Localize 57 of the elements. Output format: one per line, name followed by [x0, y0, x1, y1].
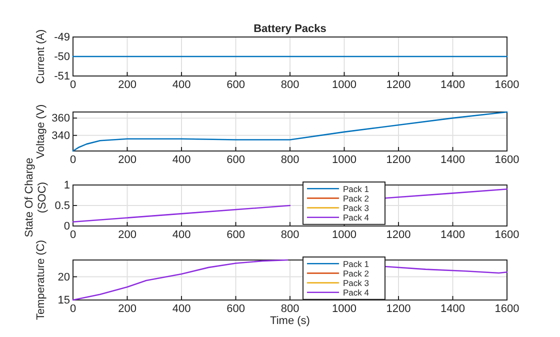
- y-axis-title: Voltage (V): [35, 104, 47, 159]
- x-tick-label: 1000: [332, 154, 356, 166]
- y-tick-label: 1: [64, 180, 70, 192]
- y-axis-title: Temperature (C): [35, 240, 47, 320]
- chart-title: Battery Packs: [254, 23, 326, 35]
- x-tick-label: 1200: [386, 228, 411, 241]
- y-tick-label: -49: [54, 32, 70, 44]
- x-tick-label: 800: [280, 228, 300, 241]
- x-axis-title: Time (s): [270, 315, 310, 327]
- x-tick-label: 1000: [332, 228, 356, 241]
- y-axis-title: State Of Charge (SOC): [23, 158, 48, 238]
- line-series: [72, 111, 508, 152]
- y-tick-label: 360: [52, 112, 70, 125]
- x-tick-label: 1400: [440, 228, 465, 241]
- x-tick-label: 600: [226, 228, 245, 241]
- x-tick-label: 1600: [494, 302, 520, 315]
- x-tick-label: 400: [172, 302, 191, 315]
- x-tick-label: 1400: [440, 154, 465, 166]
- x-tick-label: 400: [172, 78, 191, 91]
- legend-label: Pack 3: [343, 278, 370, 288]
- x-tick-label: 1600: [494, 154, 520, 166]
- x-tick-label: 200: [118, 78, 136, 91]
- y-tick-label: -50: [54, 51, 70, 64]
- x-tick-label: 1400: [440, 78, 465, 91]
- x-tick-label: 800: [280, 78, 300, 91]
- legend-label: Pack 4: [343, 212, 370, 223]
- legend-label: Pack 2: [343, 194, 370, 204]
- x-tick-label: 1000: [332, 78, 356, 91]
- x-tick-label: 200: [118, 228, 136, 241]
- x-tick-label: 1600: [494, 228, 520, 241]
- x-tick-label: 1600: [494, 78, 520, 91]
- y-tick-label: 340: [52, 130, 70, 142]
- x-tick-label: 600: [226, 154, 245, 166]
- legend-label: Pack 2: [343, 268, 370, 278]
- x-tick-label: 1400: [440, 302, 465, 315]
- y-axis-title: Current (A): [35, 29, 47, 84]
- y-tick-label: 0.5: [54, 200, 70, 212]
- legend-label: Pack 1: [343, 258, 370, 269]
- y-tick-label: 15: [58, 294, 70, 307]
- x-tick-label: 400: [172, 154, 191, 166]
- legend-label: Pack 3: [343, 203, 370, 214]
- x-tick-label: 1200: [386, 154, 411, 166]
- x-tick-label: 1200: [386, 302, 411, 315]
- x-tick-label: 200: [118, 154, 136, 166]
- x-tick-label: 600: [226, 78, 245, 91]
- legend-label: Pack 1: [343, 184, 370, 194]
- x-tick-label: 1000: [332, 302, 356, 315]
- y-tick-label: 0: [64, 220, 70, 233]
- y-tick-label: 20: [58, 271, 70, 284]
- y-tick-label: -51: [54, 70, 70, 83]
- x-tick-label: 1200: [386, 78, 411, 91]
- legend-label: Pack 4: [343, 288, 370, 298]
- x-tick-label: 800: [280, 154, 300, 166]
- x-tick-label: 600: [226, 302, 245, 315]
- x-tick-label: 200: [118, 302, 136, 315]
- x-tick-label: 800: [280, 302, 300, 315]
- x-tick-label: 400: [172, 228, 191, 241]
